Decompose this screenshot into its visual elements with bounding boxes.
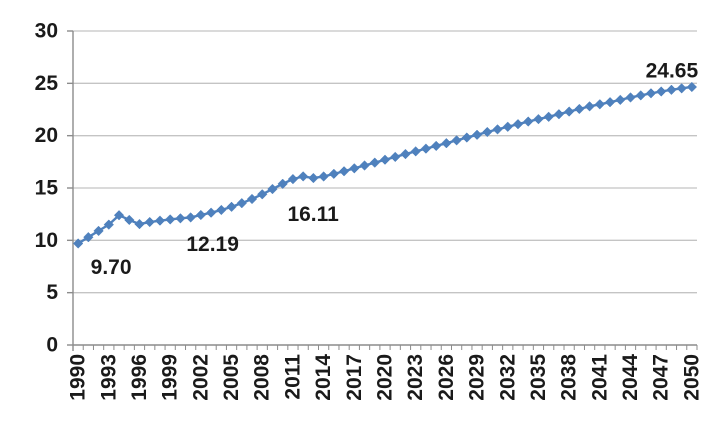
data-point-marker: [430, 140, 442, 152]
data-point-marker: [492, 124, 503, 135]
x-axis-tick-label: 2017: [343, 354, 366, 401]
data-point-marker: [369, 157, 380, 168]
x-axis-tick-label: 2026: [435, 354, 458, 401]
x-axis-tick-label: 2005: [220, 354, 243, 401]
y-axis-tick-label: 25: [35, 72, 59, 95]
data-point-marker: [113, 210, 125, 221]
x-axis-tick-label: 2023: [404, 354, 427, 401]
x-axis-tick-label: 2047: [650, 354, 673, 401]
y-axis-tick-label: 0: [46, 334, 58, 357]
data-point-marker: [257, 189, 268, 200]
x-axis-tick-label: 2035: [527, 354, 550, 401]
data-point-marker: [267, 183, 278, 195]
x-axis-tick-label: 2041: [588, 354, 611, 401]
x-axis-tick-label: 2050: [680, 354, 703, 401]
data-point-marker: [584, 101, 595, 112]
data-point-marker: [563, 106, 575, 117]
data-point-marker: [144, 216, 155, 228]
y-axis-tick-label: 15: [35, 177, 59, 200]
data-point-marker: [420, 143, 432, 154]
x-axis-tick-label: 2038: [558, 354, 581, 401]
data-point-marker: [523, 116, 534, 127]
data-point-marker: [216, 204, 227, 216]
data-point-marker: [390, 151, 401, 163]
data-point-marker: [236, 198, 247, 209]
data-point-marker: [471, 129, 483, 140]
x-axis-tick-label: 2014: [312, 354, 335, 401]
x-axis-tick-label: 2032: [496, 354, 519, 401]
data-point-marker: [338, 166, 350, 177]
y-axis-tick-label: 10: [35, 229, 58, 252]
data-point-marker: [635, 90, 646, 101]
data-point-marker: [625, 92, 636, 103]
data-point-marker: [645, 88, 657, 99]
data-point-marker: [165, 214, 176, 225]
data-point-label: 9.70: [91, 256, 132, 279]
data-point-marker: [656, 86, 667, 97]
x-axis-tick-label: 2008: [251, 354, 274, 401]
data-point-marker: [666, 84, 677, 95]
y-axis-tick-label: 30: [35, 20, 58, 43]
data-point-marker: [451, 135, 462, 146]
data-point-marker: [185, 212, 196, 223]
data-point-marker: [298, 171, 309, 182]
data-point-marker: [195, 209, 207, 221]
x-axis-tick-label: 2020: [374, 354, 397, 401]
y-axis-tick-label: 5: [46, 281, 58, 304]
data-point-marker: [461, 132, 472, 143]
data-point-marker: [482, 126, 493, 138]
x-axis-tick-label: 1990: [67, 354, 90, 401]
data-point-marker: [604, 97, 616, 108]
data-point-marker: [543, 111, 554, 122]
data-point-marker: [154, 215, 166, 226]
data-point-marker: [502, 121, 513, 132]
x-axis-tick-label: 1999: [159, 354, 182, 401]
data-point-marker: [308, 172, 319, 184]
data-point-marker: [246, 193, 258, 205]
x-axis-tick-label: 1996: [128, 354, 151, 401]
data-point-marker: [594, 99, 605, 110]
y-axis-tick-label: 20: [35, 124, 58, 147]
data-point-marker: [205, 207, 217, 218]
data-point-marker: [226, 201, 237, 212]
data-point-marker: [328, 168, 340, 180]
data-point-marker: [83, 232, 94, 243]
data-point-label: 16.11: [287, 203, 339, 226]
data-point-marker: [124, 214, 135, 226]
x-axis-tick-label: 2044: [619, 354, 642, 401]
data-point-marker: [72, 238, 84, 249]
data-point-marker: [441, 138, 452, 149]
data-point-marker: [615, 94, 626, 106]
x-axis-tick-label: 2011: [281, 354, 304, 400]
data-point-label: 24.65: [646, 59, 699, 82]
data-point-marker: [512, 118, 524, 130]
x-axis-tick-label: 2029: [466, 354, 489, 401]
data-point-marker: [134, 218, 145, 230]
data-point-marker: [400, 148, 411, 160]
data-point-marker: [349, 163, 360, 174]
data-point-marker: [676, 83, 687, 94]
data-point-marker: [318, 171, 329, 182]
data-point-marker: [553, 109, 565, 120]
data-point-marker: [103, 219, 114, 230]
data-point-marker: [93, 225, 104, 237]
x-axis-tick-label: 1993: [97, 354, 120, 401]
data-point-marker: [410, 146, 421, 157]
data-point-marker: [287, 173, 299, 185]
data-point-marker: [359, 160, 370, 171]
data-point-marker: [175, 213, 186, 224]
x-axis-tick-label: 2002: [189, 354, 212, 401]
data-point-marker: [533, 113, 544, 125]
data-point-marker: [574, 103, 585, 115]
data-point-marker: [686, 81, 698, 93]
data-point-marker: [379, 154, 391, 165]
data-point-marker: [277, 178, 288, 189]
data-point-label: 12.19: [186, 233, 239, 256]
